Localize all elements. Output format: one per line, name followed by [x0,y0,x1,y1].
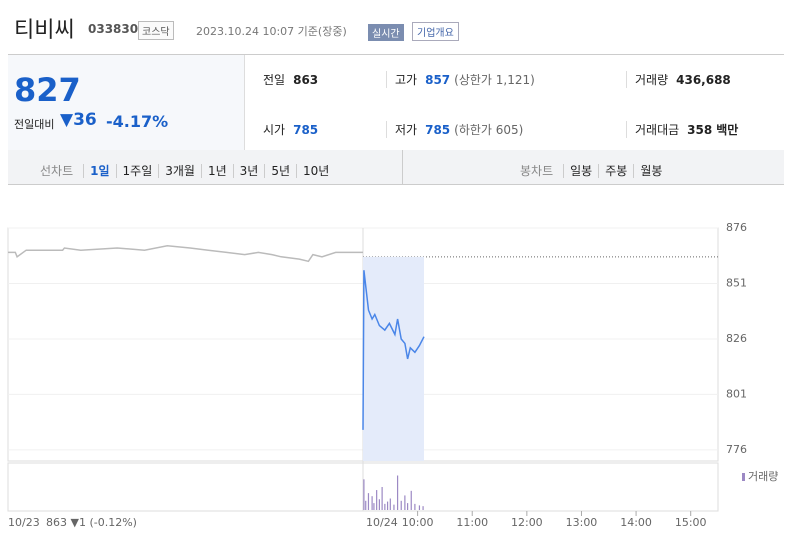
tab[interactable]: 1주일 [115,164,159,178]
session-shade [363,256,424,461]
stat: 전일 863 [263,71,318,88]
volume-bar [373,503,375,510]
volume-bar [418,505,421,510]
tab[interactable]: 10년 [296,164,336,178]
volume-bar [404,495,406,510]
tab-bar: 선차트 1일 1주일 3개월 1년 3년 5년 10년 봉차트 일봉 주봉 월봉 [8,150,784,185]
stat-label: 고가 [395,73,418,87]
volume-bar [407,503,409,510]
y-tick-label: 776 [726,443,747,456]
stat-label: 거래량 [635,73,669,87]
change-value: 36 [73,110,97,130]
change-label: 전일대비 [14,118,55,131]
market-tag: 코스닥 [138,21,174,40]
stat: 시가 785 [263,121,318,138]
volume-legend: 거래량 [748,470,778,483]
y-tick-label: 826 [726,332,747,345]
volume-bar [396,475,399,510]
x-tick-label: 12:00 [511,516,543,529]
stat: 고가 857 (상한가 1,121) [386,71,535,88]
quote-panel: 827 전일대비 ▼36 -4.17% [8,55,245,151]
tab-label: 선차트 [40,164,74,178]
stat: 거래대금 358 백만 [626,121,738,138]
stat-value: 785 [425,123,451,137]
price: 827 [14,71,81,109]
volume-bar [414,503,416,510]
x-tick-label: 10:00 [402,516,434,529]
x-tick-label: 15:00 [675,516,707,529]
volume-bar [365,500,367,510]
stat: 저가 785 (하한가 605) [386,121,523,138]
stock-name: 티비씨 [14,18,75,43]
y-tick-label: 876 [726,221,747,234]
stat-value: 436,688 [676,73,731,87]
stat-label: 시가 [263,123,286,137]
volume-bar [400,500,402,510]
tab[interactable]: 3년 [232,164,265,178]
volume-bar [422,506,424,510]
prev-day-summary: 863 ▼1 (-0.12%) [46,516,137,529]
stat-label: 거래대금 [635,123,680,137]
tab-label: 봉차트 [520,164,554,178]
stat-value: 358 [687,123,713,137]
line-tabs: 선차트 1일 1주일 3개월 1년 3년 5년 10년 [40,160,336,179]
volume-bar [386,501,389,510]
volume-bar [371,496,373,510]
volume-bar [376,490,378,510]
y-tick-label: 851 [726,276,747,289]
x-tick-label: 11:00 [456,516,488,529]
stat-value: 785 [293,123,319,137]
stat: 거래량 436,688 [626,71,731,88]
volume-bar [363,479,365,510]
stat-unit: 백만 [716,123,739,137]
volume-bar [393,504,395,510]
prev-day-line [8,245,363,263]
stock-code: 033830 [88,22,139,36]
stat-value: 857 [425,73,451,87]
tab[interactable]: 주봉 [598,164,634,178]
divider [402,150,403,184]
tab[interactable]: 일봉 [563,164,599,178]
timestamp: 2023.10.24 10:07 기준(장중) [196,25,347,38]
y-tick-label: 801 [726,387,747,400]
tab[interactable]: 월봉 [633,164,669,178]
x-tick-label: 13:00 [566,516,598,529]
volume-bar [378,499,380,510]
tab[interactable]: 3개월 [158,164,201,178]
volume-bar [384,503,386,510]
change-pct: -4.17% [106,112,169,131]
change: ▼36 [60,110,97,130]
stat-value: 863 [293,73,319,87]
today-label: 10/24 [366,516,398,529]
tab[interactable]: 1일 [83,164,116,178]
stat-note: (상한가 1,121) [454,73,535,87]
volume-bar [389,498,391,510]
volume-bar [367,493,370,510]
x-tick-label: 14:00 [620,516,652,529]
volume-bar [381,487,383,510]
volume-legend-key [742,473,745,481]
price-line [362,270,425,430]
stat-label: 전일 [263,73,286,87]
prev-day-label: 10/23 [8,516,40,529]
realtime-badge: 실시간 [368,24,404,41]
tab[interactable]: 1년 [200,164,233,178]
candle-tabs: 봉차트 일봉 주봉 월봉 [520,160,669,179]
stat-label: 저가 [395,123,418,137]
stat-note: (하한가 605) [454,123,524,137]
overview-button[interactable]: 기업개요 [412,22,459,41]
volume-bar [410,490,412,510]
tab[interactable]: 5년 [264,164,297,178]
